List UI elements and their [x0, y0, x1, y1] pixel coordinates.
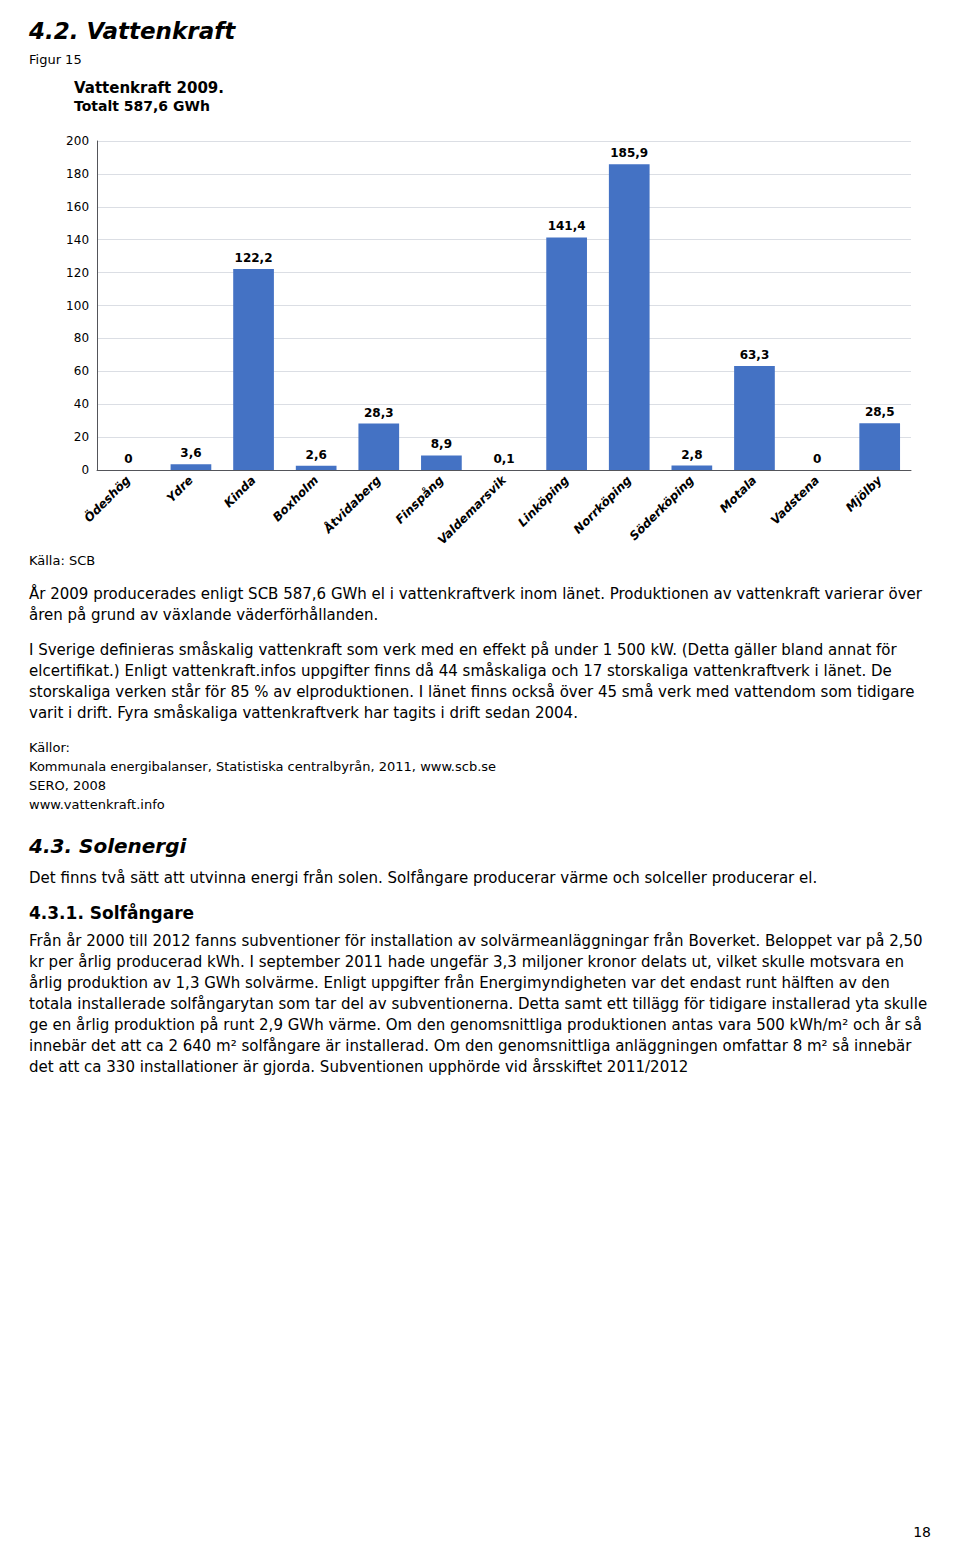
- html-text:Kommunala energibalanser, Stat: Kommunala energibalanser, Statistiska ce…: [29, 759, 497, 774]
- svg-text:Mjölby: Mjölby: [843, 472, 885, 514]
- html-text:4.3. Solenergi: 4.3. Solenergi: [29, 834, 187, 858]
- html-text:4.2. Vattenkraft: 4.2. Vattenkraft: [29, 18, 236, 44]
- svg-text:0: 0: [813, 452, 821, 466]
- svg-text:3,6: 3,6: [180, 446, 201, 460]
- html-text:4.3.1. Solfångare: 4.3.1. Solfångare: [29, 903, 195, 923]
- html-text:18: 18: [913, 1524, 931, 1540]
- svg-text:0: 0: [81, 463, 89, 477]
- svg-text:Vadstena: Vadstena: [768, 473, 822, 527]
- svg-text:2,8: 2,8: [681, 448, 702, 462]
- svg-text:60: 60: [74, 364, 89, 378]
- svg-text:141,4: 141,4: [548, 219, 586, 233]
- svg-text:185,9: 185,9: [610, 146, 648, 160]
- svg-text:100: 100: [66, 299, 89, 313]
- html-text:Från år 2000 till 2012 fanns s: Från år 2000 till 2012 fanns subventione…: [29, 932, 928, 1076]
- svg-text:28,3: 28,3: [364, 406, 394, 420]
- svg-text:Ydre: Ydre: [164, 473, 196, 505]
- html-text:Källor:: Källor:: [29, 740, 70, 755]
- html-text:Det finns två sätt att utvinna: Det finns två sätt att utvinna energi fr…: [29, 869, 818, 887]
- svg-text:Valdemarsvik: Valdemarsvik: [435, 472, 510, 547]
- svg-text:Linköping: Linköping: [515, 473, 572, 530]
- html-text:www.vattenkraft.info: www.vattenkraft.info: [29, 797, 165, 812]
- svg-text:200: 200: [66, 134, 89, 148]
- svg-text:63,3: 63,3: [740, 348, 770, 362]
- svg-text:20: 20: [74, 430, 89, 444]
- html-text:Figur 15: Figur 15: [29, 52, 82, 67]
- svg-text:0: 0: [124, 452, 132, 466]
- html-text:Källa: SCB: Källa: SCB: [29, 553, 96, 568]
- svg-text:Motala: Motala: [717, 473, 760, 516]
- svg-text:Totalt 587,6 GWh: Totalt 587,6 GWh: [74, 98, 210, 114]
- html-text:År 2009 producerades enligt SC: År 2009 producerades enligt SCB 587,6 GW…: [29, 585, 922, 624]
- svg-text:160: 160: [66, 200, 89, 214]
- svg-text:140: 140: [66, 233, 89, 247]
- svg-text:40: 40: [74, 397, 89, 411]
- svg-text:Åtvidaberg: Åtvidaberg: [320, 472, 384, 536]
- svg-text:80: 80: [74, 331, 89, 345]
- svg-text:Boxholm: Boxholm: [270, 473, 321, 524]
- svg-text:0,1: 0,1: [493, 452, 514, 466]
- html-text:SERO, 2008: SERO, 2008: [29, 778, 107, 793]
- svg-text:Ödeshög: Ödeshög: [81, 472, 134, 525]
- svg-text:28,5: 28,5: [865, 405, 895, 419]
- svg-text:Finspång: Finspång: [393, 473, 447, 527]
- svg-text:122,2: 122,2: [235, 251, 273, 265]
- html-text:I Sverige definieras småskalig: I Sverige definieras småskalig vattenkra…: [29, 641, 915, 722]
- svg-text:Vattenkraft 2009.: Vattenkraft 2009.: [74, 79, 224, 97]
- svg-text:8,9: 8,9: [431, 437, 452, 451]
- svg-text:Söderköping: Söderköping: [627, 473, 697, 543]
- svg-text:Norrköping: Norrköping: [571, 473, 635, 537]
- svg-text:180: 180: [66, 167, 89, 181]
- svg-text:120: 120: [66, 266, 89, 280]
- svg-text:2,6: 2,6: [306, 448, 327, 462]
- svg-text:Kinda: Kinda: [221, 473, 258, 510]
